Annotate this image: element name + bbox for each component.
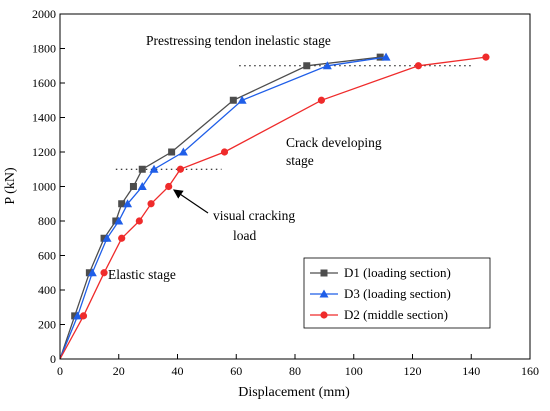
annotation-elastic-stage: Elastic stage bbox=[108, 267, 176, 282]
legend-item-d3: D3 (loading section) bbox=[310, 286, 451, 301]
legend-label-d3: D3 (loading section) bbox=[344, 286, 451, 301]
y-tick-label: 1200 bbox=[32, 145, 56, 159]
y-tick-label: 1400 bbox=[32, 111, 56, 125]
data-point bbox=[165, 182, 173, 191]
data-point bbox=[137, 182, 147, 190]
x-tick-label: 140 bbox=[462, 364, 480, 378]
y-tick-label: 200 bbox=[38, 318, 56, 332]
y-tick-label: 0 bbox=[50, 352, 56, 366]
y-axis: 0 200 400 600 800 1000 1200 1400 1600 1800 2000 bbox=[32, 7, 65, 366]
data-point bbox=[376, 53, 384, 61]
legend-label-d1: D1 (loading section) bbox=[344, 265, 451, 280]
annotation-visual-cracking: visual cracking bbox=[213, 208, 295, 223]
data-point bbox=[123, 199, 133, 208]
legend-box bbox=[303, 257, 491, 329]
annotation-load: load bbox=[233, 228, 256, 243]
series-line bbox=[59, 56, 486, 360]
data-point bbox=[149, 164, 159, 173]
data-point bbox=[482, 53, 490, 61]
data-point bbox=[220, 148, 229, 156]
x-tick-label: 120 bbox=[404, 364, 422, 378]
x-tick-label: 40 bbox=[172, 364, 184, 378]
data-point bbox=[100, 269, 108, 277]
series-3 bbox=[59, 53, 490, 360]
data-point bbox=[317, 96, 326, 104]
data-point bbox=[147, 200, 155, 208]
annotation-crack-developing: Crack developing bbox=[286, 135, 382, 150]
legend-label-d2: D2 (middle section) bbox=[344, 307, 448, 322]
x-tick-label: 160 bbox=[521, 364, 539, 378]
x-tick-label: 60 bbox=[230, 364, 242, 378]
series-layer bbox=[59, 52, 490, 360]
legend-item-d1: D1 (loading section) bbox=[310, 265, 451, 280]
data-point bbox=[176, 165, 185, 173]
y-tick-label: 1800 bbox=[32, 42, 56, 56]
y-tick-label: 1000 bbox=[32, 180, 56, 194]
x-tick-label: 80 bbox=[289, 364, 301, 378]
data-point bbox=[100, 234, 108, 242]
series-line bbox=[59, 56, 381, 360]
series-1 bbox=[59, 53, 384, 360]
data-point bbox=[322, 61, 332, 70]
x-tick-label: 0 bbox=[57, 364, 63, 378]
cracking-load-arrow bbox=[173, 189, 209, 214]
x-axis-label: Displacement (mm) bbox=[238, 385, 350, 400]
y-tick-label: 400 bbox=[38, 283, 56, 297]
data-point bbox=[129, 183, 137, 190]
data-point bbox=[178, 147, 188, 156]
legend-marker-square bbox=[320, 269, 328, 277]
data-point bbox=[112, 217, 120, 225]
data-point bbox=[138, 165, 146, 173]
x-axis: 0 20 40 60 80 100 120 140 160 bbox=[57, 354, 539, 378]
x-tick-label: 100 bbox=[345, 364, 363, 378]
data-point bbox=[118, 234, 126, 242]
data-point bbox=[381, 52, 391, 61]
data-point bbox=[303, 62, 311, 70]
annotation-crack-stage: stage bbox=[286, 153, 314, 168]
data-point bbox=[118, 200, 126, 208]
data-point bbox=[237, 95, 247, 104]
data-point bbox=[114, 216, 124, 225]
x-tick-label: 20 bbox=[113, 364, 125, 378]
data-point bbox=[85, 269, 93, 277]
y-axis-label: P (kN) bbox=[3, 167, 18, 205]
data-point bbox=[102, 233, 112, 242]
data-point bbox=[79, 312, 88, 320]
data-point bbox=[73, 311, 83, 320]
data-point bbox=[168, 148, 176, 156]
reference-lines bbox=[115, 65, 472, 170]
data-point bbox=[87, 268, 97, 277]
y-tick-label: 600 bbox=[38, 249, 56, 263]
legend-marker-circle bbox=[320, 311, 328, 319]
series-line bbox=[59, 56, 387, 360]
legend: D1 (loading section) D3 (loading section… bbox=[303, 257, 491, 329]
data-point bbox=[414, 62, 422, 70]
annotation-tendon-inelastic-stage: Prestressing tendon inelastic stage bbox=[146, 33, 331, 48]
y-tick-label: 1600 bbox=[32, 76, 56, 90]
series-2 bbox=[59, 52, 391, 360]
data-point bbox=[135, 217, 143, 225]
data-point bbox=[229, 96, 237, 104]
legend-marker-triangle bbox=[319, 289, 329, 298]
y-tick-label: 2000 bbox=[32, 7, 56, 21]
legend-item-d2: D2 (middle section) bbox=[310, 307, 448, 322]
y-tick-label: 800 bbox=[38, 214, 56, 228]
data-point bbox=[71, 312, 79, 320]
